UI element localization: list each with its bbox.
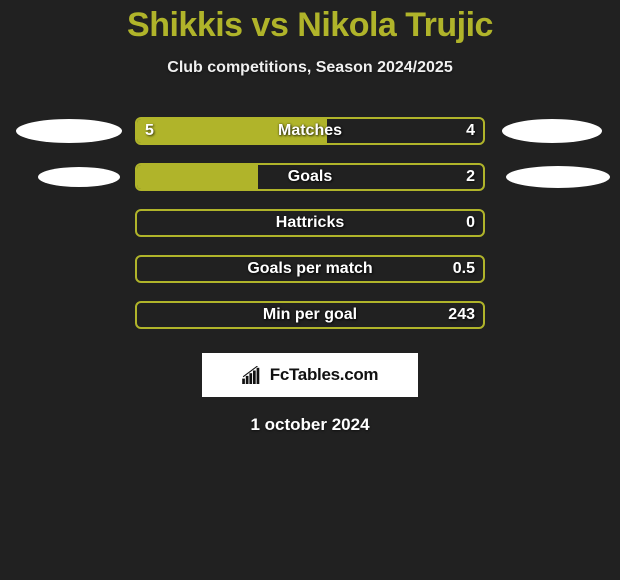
stat-bar: Min per goal 243 — [135, 301, 485, 329]
date-label: 1 october 2024 — [0, 415, 620, 435]
stat-value-left: 5 — [145, 122, 154, 140]
stat-value-right: 4 — [466, 122, 475, 140]
stat-bar-fill — [137, 165, 258, 189]
decorative-ellipse — [38, 167, 120, 187]
stat-label: Goals per match — [247, 260, 372, 278]
stat-bar: Goals 2 — [135, 163, 485, 191]
stats-container: 5 Matches 4 Goals 2 Hattricks 0 Goals per match… — [0, 117, 620, 329]
stat-bar: Goals per match 0.5 — [135, 255, 485, 283]
stat-bar: 5 Matches 4 — [135, 117, 485, 145]
stat-value-right: 0.5 — [453, 260, 475, 278]
stat-row: Goals 2 — [10, 163, 610, 191]
brand-badge: FcTables.com — [202, 353, 418, 397]
decorative-ellipse — [502, 119, 602, 143]
decorative-ellipse — [506, 166, 610, 188]
stat-bar: Hattricks 0 — [135, 209, 485, 237]
stat-row: 5 Matches 4 — [10, 117, 610, 145]
bar-chart-icon — [242, 366, 264, 384]
stat-label: Matches — [278, 122, 342, 140]
stat-label: Min per goal — [263, 306, 357, 324]
page-subtitle: Club competitions, Season 2024/2025 — [0, 59, 620, 77]
stat-label: Hattricks — [276, 214, 344, 232]
stat-row: Min per goal 243 — [10, 301, 610, 329]
decorative-ellipse — [16, 119, 122, 143]
stat-value-right: 0 — [466, 214, 475, 232]
stat-value-right: 2 — [466, 168, 475, 186]
stat-label: Goals — [288, 168, 332, 186]
stat-value-right: 243 — [448, 306, 475, 324]
stat-row: Hattricks 0 — [10, 209, 610, 237]
brand-text: FcTables.com — [270, 365, 379, 385]
stat-row: Goals per match 0.5 — [10, 255, 610, 283]
page-title: Shikkis vs Nikola Trujic — [0, 0, 620, 45]
